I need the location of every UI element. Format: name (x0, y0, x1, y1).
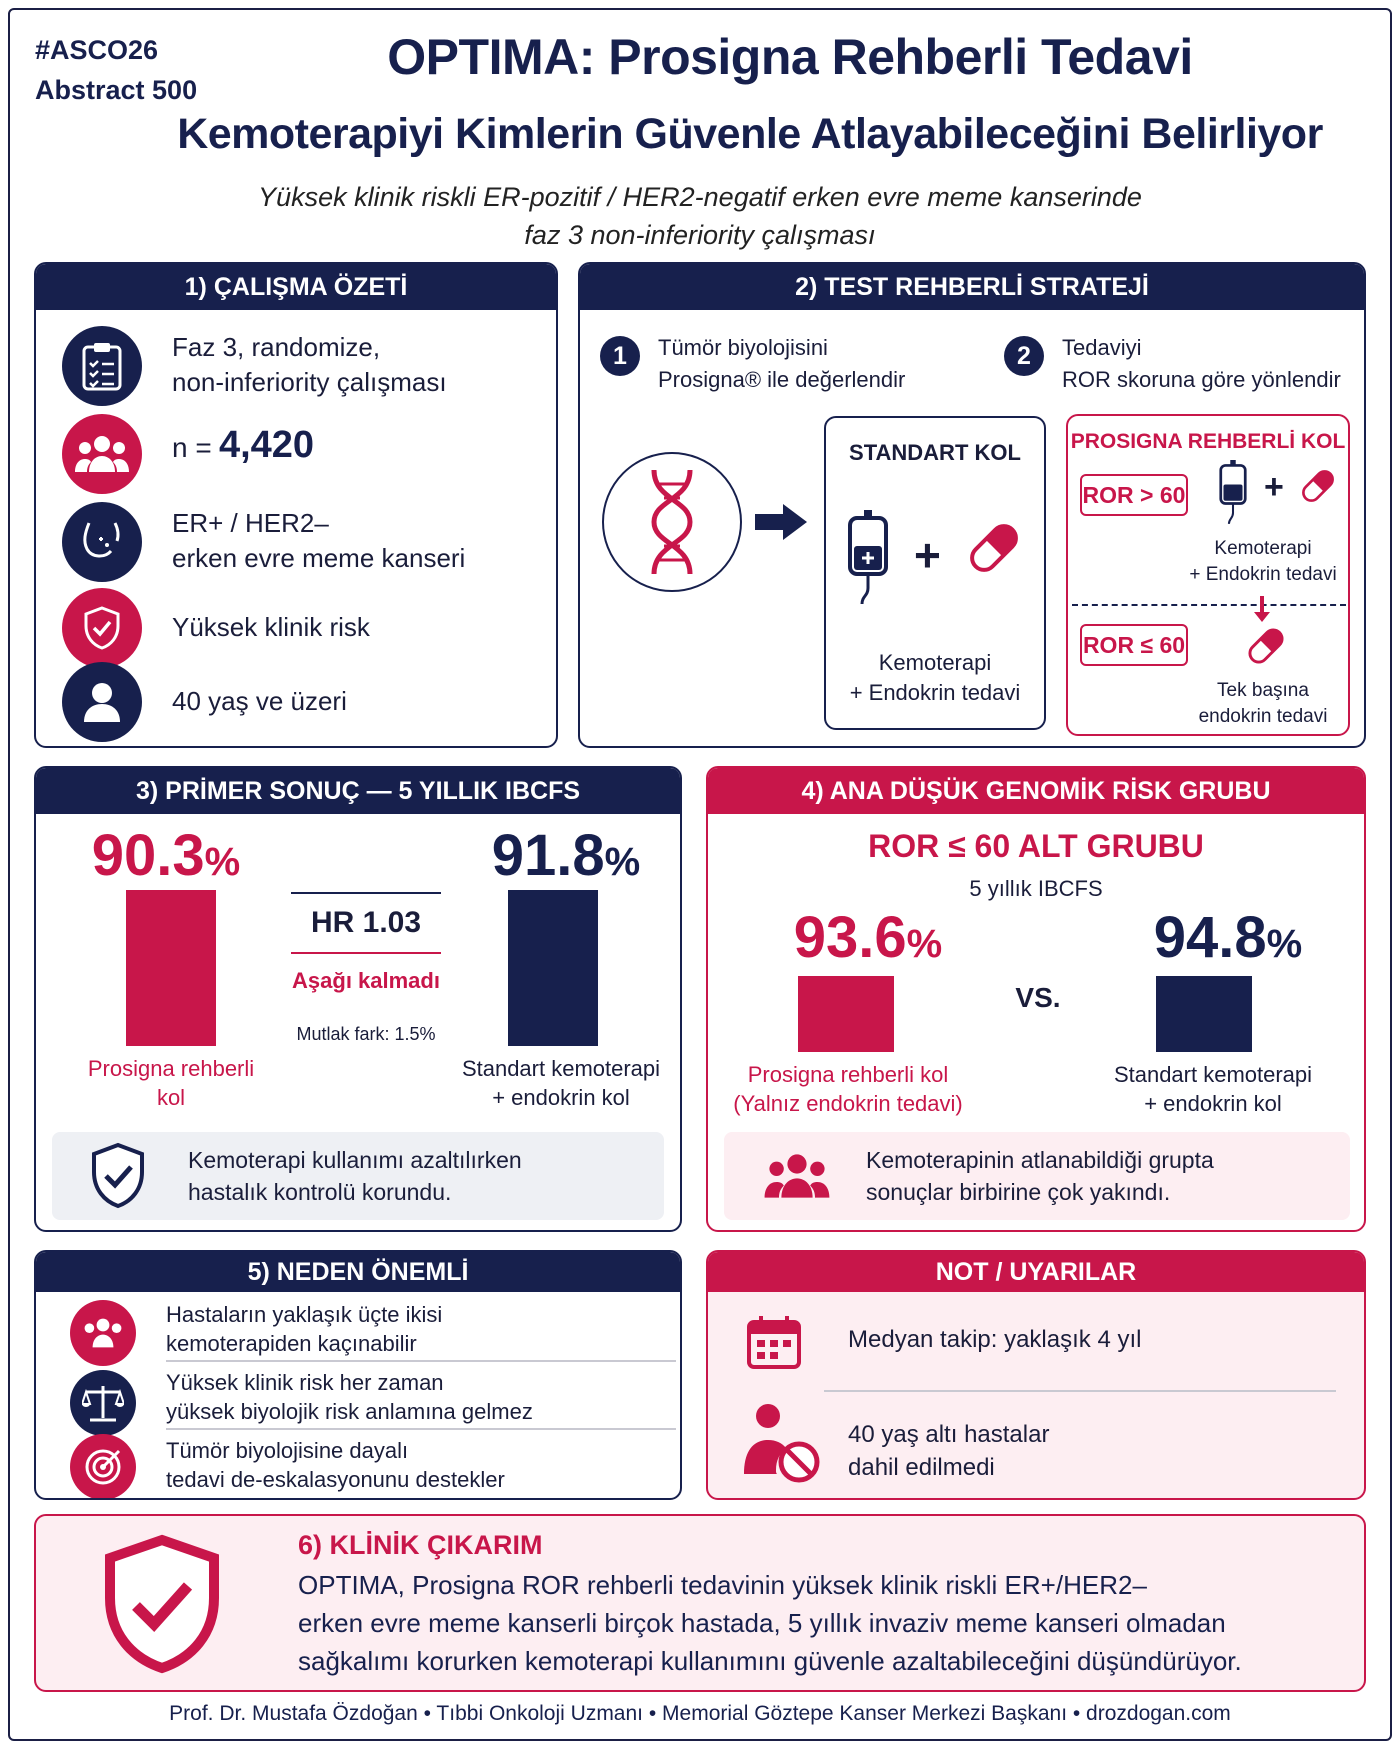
conference-tag: #ASCO26 Abstract 500 (35, 35, 198, 105)
ror-low-badge: ROR ≤ 60 (1080, 624, 1188, 666)
person-icon (62, 662, 142, 742)
population-text: ER+ / HER2– erken evre meme kanseri (172, 508, 466, 573)
low-risk-group-card: 4) ANA DÜŞÜK GENOMİK RİSK GRUBU ROR ≤ 60… (706, 766, 1366, 1232)
subtitle: Yüksek klinik riskli ER-pozitif / HER2-n… (258, 182, 1142, 250)
arrow-right-icon (755, 504, 807, 540)
footer: Prof. Dr. Mustafa Özdoğan • Tıbbi Onkolo… (169, 1702, 1231, 1725)
versus-text: VS. (1015, 982, 1061, 1013)
why-important-heading: 5) NEDEN ÖNEMLİ (36, 1252, 680, 1292)
pill-icon (970, 524, 1018, 572)
dna-icon (602, 452, 742, 592)
plus-sign: + (914, 529, 941, 581)
subgroup-note-text: Kemoterapinin atlanabildiği grupta sonuçl… (866, 1147, 1214, 1205)
page-frame (8, 8, 1392, 1741)
group-icon (62, 414, 142, 494)
group-icon (70, 1300, 136, 1366)
reason-1: Hastaların yaklaşık üçte ikisi kemoterapi… (166, 1302, 443, 1356)
step-1-badge: 1 (600, 336, 640, 376)
hazard-ratio: HR 1.03 (310, 906, 422, 939)
left-percent: 90.3% (91, 823, 241, 888)
pill-icon-small (1302, 470, 1334, 502)
title-line-2: Kemoterapiyi Kimlerin Güvenle Atlayabile… (177, 110, 1323, 158)
study-summary-card: 1) ÇALIŞMA ÖZETİ Faz 3, randomize, non-in… (34, 262, 558, 748)
implication-heading: 6) KLİNİK ÇIKARIM (298, 1530, 543, 1560)
why-important-card: 5) NEDEN ÖNEMLİ Hastaların yaklaşık üçte… (34, 1250, 682, 1500)
hr-line-bottom (291, 952, 441, 954)
no-person-icon (744, 1404, 820, 1483)
shield-check-icon (92, 1142, 144, 1209)
low-risk-group-heading: 4) ANA DÜŞÜK GENOMİK RİSK GRUBU (708, 768, 1364, 814)
subgroup-left-percent: 93.6% (793, 905, 943, 970)
reason-3: Tümör biyolojisine dayalı tedavi de-eskal… (166, 1438, 505, 1492)
reason-divider-1 (166, 1360, 676, 1362)
primary-note-text: Kemoterapi kullanımı azaltılırken hastalı… (188, 1147, 522, 1205)
step-1-text: Tümör biyolojisini Prosigna® ile değerlen… (658, 335, 906, 392)
subgroup-endpoint: 5 yıllık IBCFS (969, 876, 1103, 901)
absolute-difference: Mutlak fark: 1.5% (296, 1024, 436, 1044)
design-text: Faz 3, randomize, non-inferiority çalışma… (172, 332, 447, 397)
breast-icon (62, 502, 142, 582)
standard-arm-title: STANDART KOL (849, 440, 1021, 465)
iv-bag-icon-small (1219, 460, 1247, 525)
shield-check-icon (62, 588, 142, 668)
hr-line-top (291, 892, 441, 894)
step-2-text: Tedaviyi ROR skoruna göre yönlendir (1062, 335, 1341, 392)
left-bar (126, 890, 216, 1046)
risk-text: Yüksek klinik risk (172, 612, 370, 642)
high-risk-treatment: Kemoterapi + Endokrin tedavi (1189, 538, 1337, 585)
strategy-card: 2) TEST REHBERLİ STRATEJİ 1 Tümör biyolo… (578, 262, 1366, 748)
sample-size: n = 4,420 (172, 424, 315, 466)
followup-text: Medyan takip: yaklaşık 4 yıl (848, 1326, 1142, 1353)
subgroup-left-bar (798, 976, 894, 1052)
primary-note: Kemoterapi kullanımı azaltılırken hastalı… (52, 1132, 664, 1220)
primary-outcome-heading: 3) PRİMER SONUÇ — 5 YILLIK IBCFS (36, 768, 680, 814)
title-line-1: OPTIMA: Prosigna Rehberli Tedavi (387, 29, 1193, 85)
iv-bag-icon (848, 510, 888, 605)
notes-heading: NOT / UYARILAR (708, 1252, 1364, 1292)
subgroup-right-bar (1156, 976, 1252, 1052)
shield-check-icon (105, 1534, 219, 1674)
reason-2: Yüksek klinik risk her zaman yüksek biyol… (166, 1370, 533, 1424)
target-icon (70, 1434, 136, 1498)
standard-arm-box: STANDART KOL + Kemoterapi + Endokrin teda… (824, 416, 1046, 730)
step-2-badge: 2 (1004, 336, 1044, 376)
subgroup-right-percent: 94.8% (1153, 905, 1303, 970)
left-arm-label: Prosigna rehberli kol (87, 1056, 255, 1110)
strategy-heading: 2) TEST REHBERLİ STRATEJİ (580, 264, 1364, 310)
subgroup-left-label: Prosigna rehberli kol (Yalnız endokrin te… (733, 1062, 963, 1116)
pill-icon-low (1248, 628, 1284, 664)
study-summary-heading: 1) ÇALIŞMA ÖZETİ (36, 264, 556, 310)
primary-outcome-card: 3) PRİMER SONUÇ — 5 YILLIK IBCFS 90.3% P… (34, 766, 682, 1232)
divider (1072, 604, 1346, 606)
balance-scale-icon (70, 1370, 136, 1436)
prosigna-arm-box: PROSIGNA REHBERLİ KOL ROR > 60 + Kemoter… (1066, 414, 1350, 736)
notes-divider (824, 1390, 1336, 1392)
group-icon (764, 1154, 830, 1198)
calendar-icon (747, 1316, 801, 1369)
subgroup-note: Kemoterapinin atlanabildiği grupta sonuçl… (724, 1132, 1350, 1220)
ror-high-badge: ROR > 60 (1080, 474, 1188, 516)
low-risk-treatment: Tek başına endokrin tedavi (1198, 680, 1328, 727)
non-inferior-text: Aşağı kalmadı (292, 968, 440, 993)
right-percent: 91.8% (491, 823, 641, 888)
arrow-down-icon (1254, 596, 1270, 622)
implication-text: OPTIMA, Prosigna ROR rehberli tedavinin … (298, 1570, 1242, 1676)
right-bar (508, 890, 598, 1046)
age-exclusion-text: 40 yaş altı hastalar dahil edilmedi (848, 1421, 1050, 1481)
plus-sign-small: + (1264, 468, 1284, 506)
age-text: 40 yaş ve üzeri (172, 686, 347, 716)
notes-card: NOT / UYARILAR Medyan takip: yaklaşık 4 … (706, 1250, 1366, 1500)
subgroup-title: ROR ≤ 60 ALT GRUBU (868, 828, 1204, 864)
clipboard-icon (62, 326, 142, 406)
prosigna-arm-title: PROSIGNA REHBERLİ KOL (1070, 430, 1346, 453)
standard-arm-label: Kemoterapi + Endokrin tedavi (849, 650, 1021, 705)
clinical-implication-card: 6) KLİNİK ÇIKARIM OPTIMA, Prosigna ROR r… (34, 1514, 1366, 1692)
right-arm-label: Standart kemoterapi + endokrin kol (461, 1056, 661, 1110)
subgroup-right-label: Standart kemoterapi + endokrin kol (1113, 1062, 1313, 1116)
reason-divider-2 (166, 1428, 676, 1430)
